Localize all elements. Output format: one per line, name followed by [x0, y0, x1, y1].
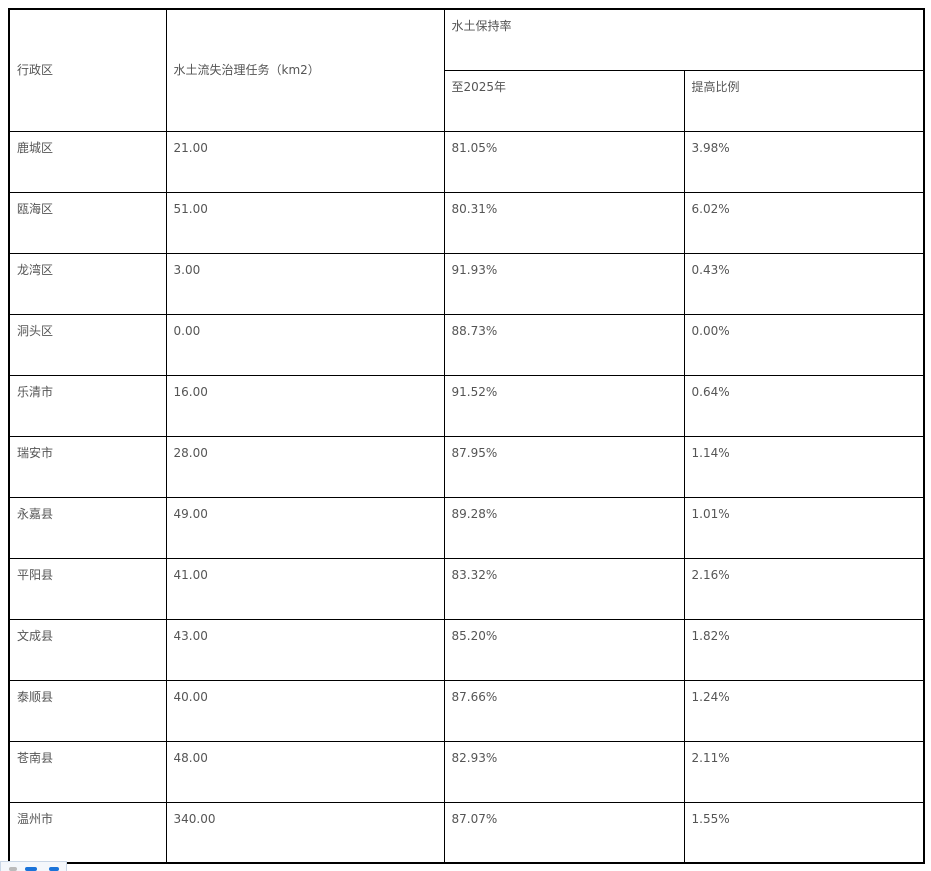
table-row: 平阳县 41.00 83.32% 2.16%	[8, 557, 925, 620]
subheader-row: 至2025年 提高比例	[9, 69, 925, 132]
header-by2025: 至2025年	[443, 69, 685, 132]
header-task: 水土流失治理任务（km2）	[165, 8, 445, 132]
cell-district: 永嘉县	[8, 496, 167, 559]
cell-increase: 1.14%	[683, 435, 925, 498]
header-district: 行政区	[8, 8, 167, 132]
table-row: 泰顺县 40.00 87.66% 1.24%	[8, 679, 925, 742]
cell-district: 洞头区	[8, 313, 167, 376]
cell-district: 乐清市	[8, 374, 167, 437]
cell-district: 平阳县	[8, 557, 167, 620]
table-row: 瑞安市 28.00 87.95% 1.14%	[8, 435, 925, 498]
cell-task: 340.00	[165, 801, 445, 864]
cell-increase: 1.82%	[683, 618, 925, 681]
cell-district: 鹿城区	[8, 130, 167, 193]
share-widget[interactable]	[0, 861, 67, 871]
cell-increase: 1.55%	[683, 801, 925, 864]
header-retention: 水土保持率	[443, 8, 925, 71]
cell-by2025: 91.52%	[443, 374, 685, 437]
cell-task: 28.00	[165, 435, 445, 498]
table-row: 龙湾区 3.00 91.93% 0.43%	[8, 252, 925, 315]
cell-increase: 2.11%	[683, 740, 925, 803]
cell-increase: 0.43%	[683, 252, 925, 315]
cell-increase: 2.16%	[683, 557, 925, 620]
table-row: 文成县 43.00 85.20% 1.82%	[8, 618, 925, 681]
cell-by2025: 87.07%	[443, 801, 685, 864]
cell-by2025: 82.93%	[443, 740, 685, 803]
cell-by2025: 80.31%	[443, 191, 685, 254]
cell-by2025: 81.05%	[443, 130, 685, 193]
table-row: 永嘉县 49.00 89.28% 1.01%	[8, 496, 925, 559]
cell-task: 40.00	[165, 679, 445, 742]
table-row: 温州市 340.00 87.07% 1.55%	[8, 801, 925, 864]
cell-by2025: 83.32%	[443, 557, 685, 620]
cell-district: 瓯海区	[8, 191, 167, 254]
cell-district: 龙湾区	[8, 252, 167, 315]
cell-by2025: 91.93%	[443, 252, 685, 315]
cell-task: 21.00	[165, 130, 445, 193]
cell-task: 3.00	[165, 252, 445, 315]
cell-increase: 1.24%	[683, 679, 925, 742]
cell-district: 苍南县	[8, 740, 167, 803]
cell-increase: 0.64%	[683, 374, 925, 437]
cell-by2025: 89.28%	[443, 496, 685, 559]
cell-by2025: 87.66%	[443, 679, 685, 742]
header-increase: 提高比例	[683, 69, 925, 132]
cell-increase: 3.98%	[683, 130, 925, 193]
cell-increase: 0.00%	[683, 313, 925, 376]
table-row: 鹿城区 21.00 81.05% 3.98%	[8, 130, 925, 193]
cell-by2025: 87.95%	[443, 435, 685, 498]
cell-by2025: 88.73%	[443, 313, 685, 376]
cell-task: 0.00	[165, 313, 445, 376]
cell-task: 48.00	[165, 740, 445, 803]
cell-increase: 6.02%	[683, 191, 925, 254]
table-row: 瓯海区 51.00 80.31% 6.02%	[8, 191, 925, 254]
cell-district: 文成县	[8, 618, 167, 681]
share-icon[interactable]	[49, 867, 59, 871]
table-row: 苍南县 48.00 82.93% 2.11%	[8, 740, 925, 803]
cell-task: 41.00	[165, 557, 445, 620]
cell-task: 43.00	[165, 618, 445, 681]
cell-task: 51.00	[165, 191, 445, 254]
share-icon[interactable]	[9, 867, 17, 871]
soil-conservation-table: 行政区 水土流失治理任务（km2） 水土保持率 至2025年 提高比例 鹿城区 2…	[8, 8, 926, 864]
cell-district: 瑞安市	[8, 435, 167, 498]
cell-task: 16.00	[165, 374, 445, 437]
header-row: 行政区 水土流失治理任务（km2） 水土保持率	[8, 8, 925, 132]
table-row: 洞头区 0.00 88.73% 0.00%	[8, 313, 925, 376]
cell-task: 49.00	[165, 496, 445, 559]
cell-district: 温州市	[8, 801, 167, 864]
cell-increase: 1.01%	[683, 496, 925, 559]
cell-district: 泰顺县	[8, 679, 167, 742]
table-row: 乐清市 16.00 91.52% 0.64%	[8, 374, 925, 437]
cell-by2025: 85.20%	[443, 618, 685, 681]
share-icon[interactable]	[25, 867, 37, 871]
